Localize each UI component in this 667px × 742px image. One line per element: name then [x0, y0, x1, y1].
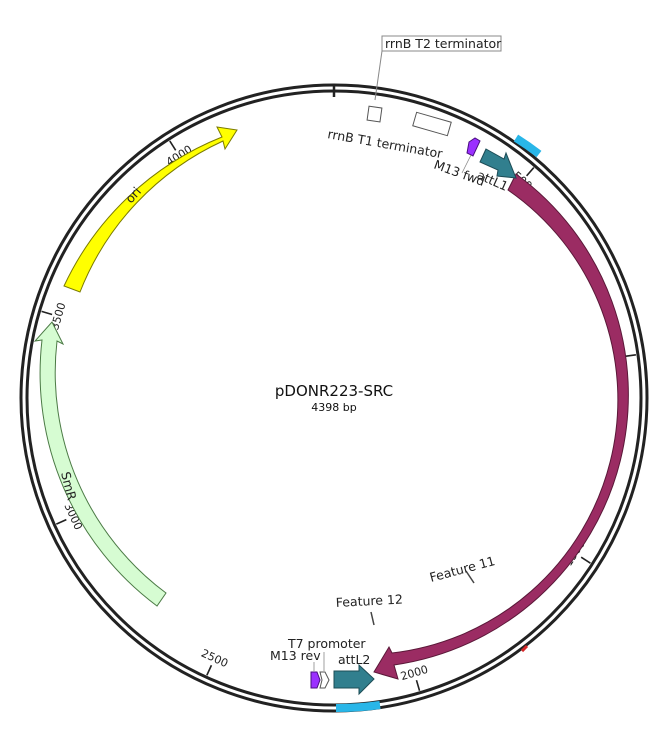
ori-feature[interactable] [63, 126, 238, 293]
attl1-feature[interactable] [479, 148, 517, 179]
smr-feature[interactable] [33, 321, 167, 607]
m13rev-feature[interactable] [310, 671, 321, 689]
rrnbt2-label: rrnB T2 terminator [385, 36, 502, 51]
feature12-label: Feature 12 [335, 592, 403, 610]
tick-mark [624, 353, 637, 358]
tick-mark [525, 167, 535, 177]
attl2-backbone-highlight [335, 701, 381, 713]
rrnbt2-feature[interactable] [366, 105, 383, 123]
m13fwd-leader [461, 154, 472, 174]
tick-mark [41, 310, 53, 316]
t7-label: T7 promoter [287, 636, 366, 651]
restriction-site-mark [520, 644, 529, 653]
t7-feature[interactable] [319, 671, 330, 689]
rrnbt1-label: rrnB T1 terminator [326, 126, 444, 161]
tick-mark [169, 140, 177, 151]
tick-label: 2000 [399, 663, 430, 683]
tick-mark [206, 664, 213, 676]
m13rev-label: M13 rev [270, 648, 321, 663]
feature12-mark[interactable] [370, 611, 375, 626]
feature11-mark[interactable] [465, 570, 475, 584]
attl2-label: attL2 [338, 652, 370, 667]
tick-mark [580, 556, 591, 564]
plasmid-name: pDONR223-SRC [275, 382, 393, 400]
tick-mark [55, 518, 67, 525]
src-label: SRC [592, 450, 614, 478]
tick-mark [415, 679, 421, 691]
rrnbt2-callout-box [381, 35, 502, 52]
tick-label: 2500 [199, 647, 230, 670]
feature11-label: Feature 11 [428, 553, 497, 585]
plasmid-length: 4398 bp [311, 401, 356, 414]
rrnbt2-callout-line [374, 50, 383, 101]
smr-label: SmR [58, 470, 80, 502]
attl2-feature[interactable] [333, 663, 375, 696]
src-feature[interactable] [373, 173, 629, 680]
m13fwd-feature[interactable] [466, 137, 481, 157]
rrnbt1-feature[interactable] [412, 111, 452, 137]
attl1-backbone-highlight [513, 134, 542, 158]
